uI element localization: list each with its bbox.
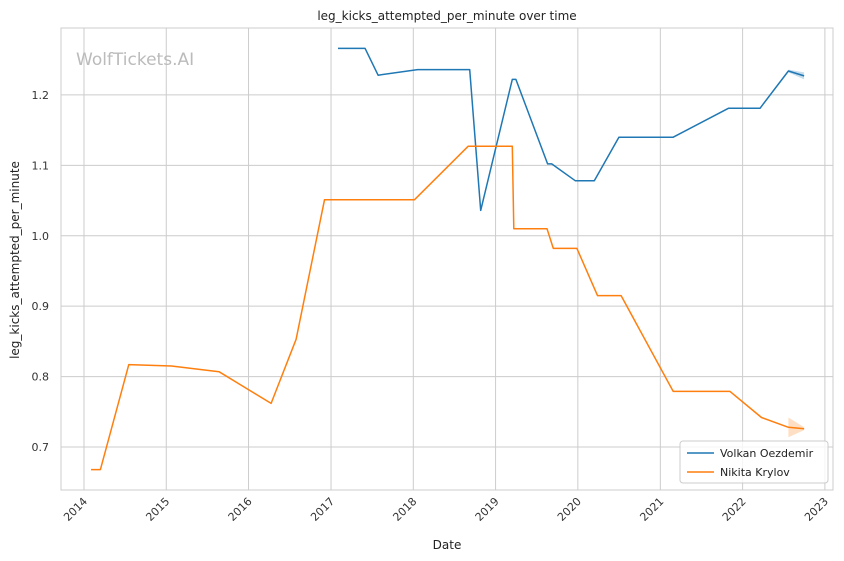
series-lines bbox=[91, 47, 805, 471]
legend: Volkan Oezdemir Nikita Krylov bbox=[679, 440, 829, 484]
legend-box bbox=[679, 440, 829, 484]
x-axis-label: Date bbox=[433, 538, 462, 552]
nikita-krylov-line bbox=[91, 145, 805, 471]
y-axis-label: leg_kicks_attempted_per_minute bbox=[8, 161, 22, 359]
chart-title: leg_kicks_attempted_per_minute over time bbox=[317, 9, 576, 23]
y-tick-label: 0.8 bbox=[32, 371, 50, 384]
y-tick-label: 0.9 bbox=[32, 300, 50, 313]
y-tick-label: 1.1 bbox=[32, 159, 50, 172]
y-axis-ticks: 0.7 0.8 0.9 1.0 1.1 1.2 bbox=[32, 89, 50, 454]
plot-area-frame bbox=[60, 27, 834, 491]
y-tick-label: 1.2 bbox=[32, 89, 50, 102]
legend-label: Nikita Krylov bbox=[720, 466, 790, 479]
volkan-oezdemir-line bbox=[338, 47, 805, 212]
y-tick-label: 1.0 bbox=[32, 230, 50, 243]
watermark: WolfTickets.AI bbox=[76, 50, 194, 70]
y-tick-label: 0.7 bbox=[32, 441, 50, 454]
legend-label: Volkan Oezdemir bbox=[720, 447, 814, 460]
